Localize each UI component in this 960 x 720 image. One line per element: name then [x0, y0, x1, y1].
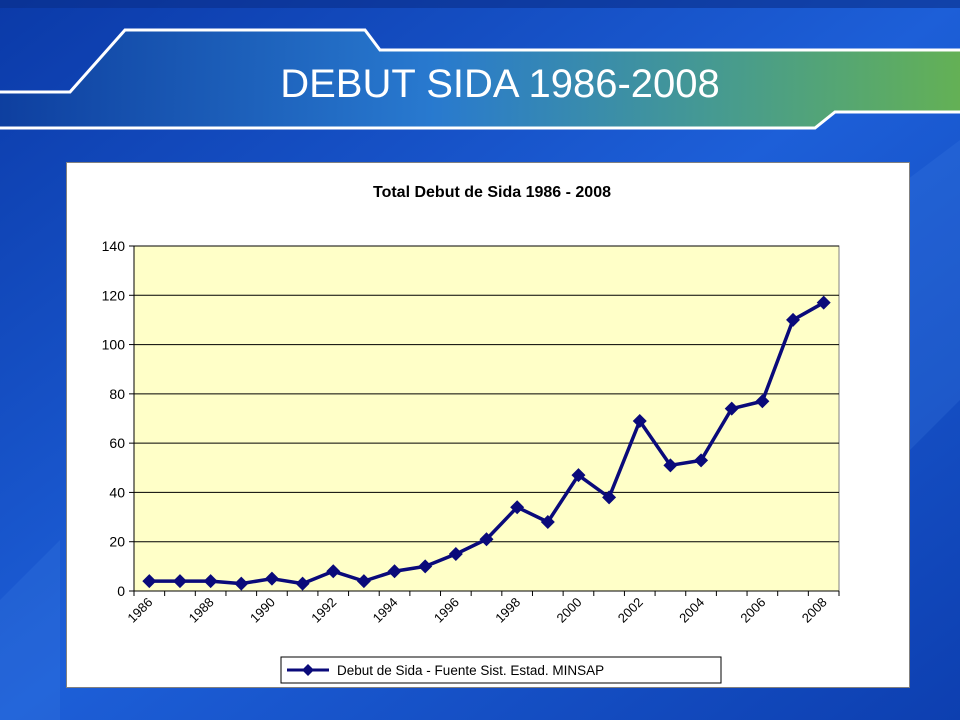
x-tick-label: 2006 — [737, 595, 768, 626]
y-tick-label: 140 — [102, 238, 126, 254]
x-axis-ticks: 1986 1988 1990 1992 1994 1996 1998 2000 2002 2004… — [124, 591, 840, 626]
chart-panel: Total Debut de Sida 1986 - 2008 0 20 40 60 8… — [66, 162, 910, 688]
data-point-2007 — [786, 312, 801, 327]
x-tick-label: 1996 — [431, 595, 462, 626]
data-point-1987 — [172, 574, 187, 589]
y-tick-label: 20 — [109, 534, 125, 550]
x-tick-label: 1990 — [247, 595, 278, 626]
y-tick-label: 100 — [102, 337, 126, 353]
x-tick-label: 1994 — [370, 595, 401, 626]
data-point-1997 — [479, 532, 494, 547]
slide-title: DEBUT SIDA 1986-2008 — [280, 62, 720, 106]
data-point-2002 — [632, 413, 647, 428]
x-tick-label: 2002 — [615, 595, 646, 626]
y-axis-ticks: 0 20 40 60 80 100 120 140 — [102, 238, 134, 599]
x-tick-label: 2008 — [799, 595, 830, 626]
x-tick-label: 2000 — [554, 595, 585, 626]
data-point-1998 — [510, 500, 525, 515]
y-tick-label: 120 — [102, 287, 126, 303]
x-tick-label: 1998 — [492, 595, 523, 626]
y-tick-label: 60 — [109, 435, 125, 451]
data-point-1991 — [295, 576, 310, 591]
data-point-1996 — [448, 547, 463, 562]
data-point-1990 — [264, 571, 279, 586]
x-tick-label: 1992 — [308, 595, 339, 626]
chart-title: Total Debut de Sida 1986 - 2008 — [373, 184, 611, 201]
x-tick-label: 2004 — [676, 595, 707, 626]
legend-label: Debut de Sida - Fuente Sist. Estad. MINS… — [337, 663, 604, 678]
line-chart: Total Debut de Sida 1986 - 2008 0 20 40 60 8… — [102, 184, 840, 684]
data-point-2006 — [755, 394, 770, 409]
series-layer — [142, 295, 831, 591]
data-point-2004 — [694, 453, 709, 468]
data-point-1989 — [234, 576, 249, 591]
data-point-2001 — [602, 490, 617, 505]
y-tick-label: 40 — [109, 484, 125, 500]
data-point-1994 — [387, 564, 402, 579]
data-point-2003 — [663, 458, 678, 473]
legend-box — [280, 656, 722, 684]
data-point-1992 — [326, 564, 341, 579]
data-point-1999 — [540, 515, 555, 529]
data-point-1986 — [142, 574, 157, 589]
data-point-2005 — [724, 401, 739, 416]
legend-marker-diamond-icon — [302, 664, 314, 676]
legend: Debut de Sida - Fuente Sist. Estad. MINS… — [280, 656, 722, 684]
x-tick-label: 1988 — [186, 595, 217, 626]
data-point-1993 — [356, 574, 371, 589]
data-point-2008 — [816, 295, 831, 310]
y-tick-label: 0 — [117, 583, 125, 599]
x-tick-label: 1986 — [124, 595, 155, 626]
axes — [133, 246, 839, 592]
data-point-1988 — [203, 574, 218, 589]
y-tick-label: 80 — [109, 386, 125, 402]
data-point-1995 — [418, 559, 433, 574]
data-point-2000 — [571, 468, 586, 483]
